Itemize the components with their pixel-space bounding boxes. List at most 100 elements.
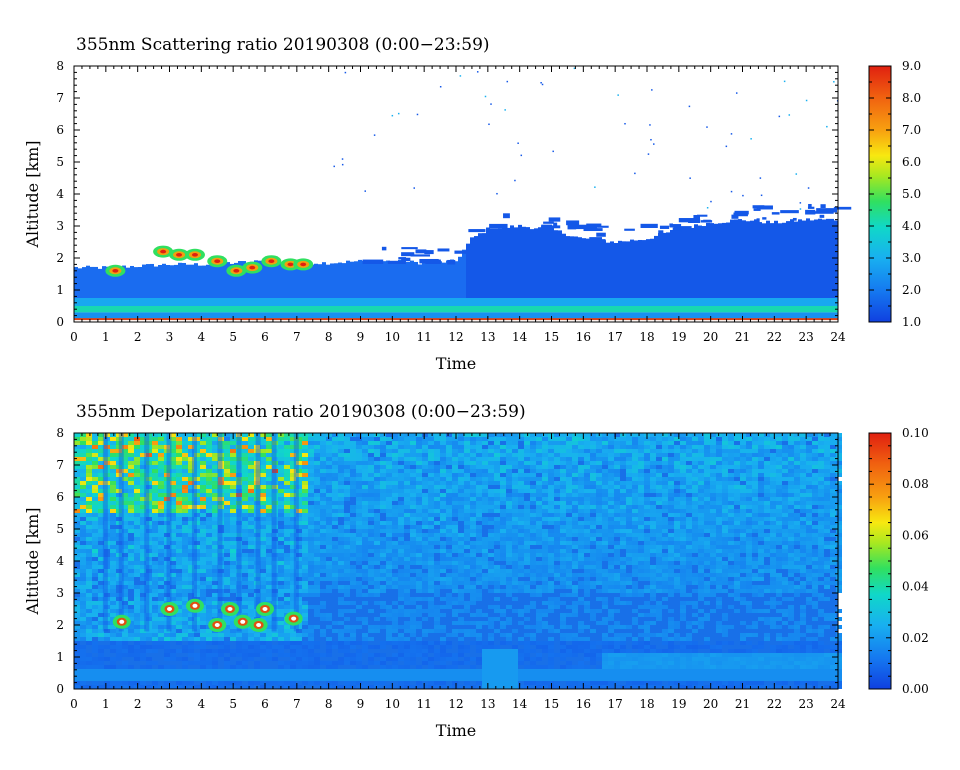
depol-cell — [578, 537, 584, 541]
depol-cell — [536, 481, 542, 485]
aerosol-layer-cell — [602, 298, 606, 306]
depol-cell — [542, 533, 548, 537]
depol-cell — [236, 461, 242, 465]
aerosol-layer-cell — [114, 298, 118, 306]
depol-cell — [494, 525, 500, 529]
depol-cell — [686, 501, 692, 505]
depol-cell — [236, 505, 242, 509]
depol-cell — [536, 537, 542, 541]
depol-cell — [278, 457, 284, 461]
depol-cell — [440, 485, 446, 489]
depol-cell — [608, 445, 614, 449]
depol-cell — [320, 505, 326, 509]
depol-cell — [536, 525, 542, 529]
depol-cell — [236, 473, 242, 477]
depol-cell — [158, 449, 164, 453]
depol-cell — [98, 505, 104, 509]
depol-cell — [272, 517, 278, 521]
depol-cell — [464, 541, 470, 545]
aerosol-layer-cell — [662, 306, 666, 313]
depol-cell — [272, 489, 278, 493]
aerosol-layer-cell — [190, 312, 194, 319]
depol-cell — [434, 505, 440, 509]
aerosol-layer-cell — [666, 306, 670, 313]
depol-cell — [110, 493, 116, 497]
depol-cell — [716, 457, 722, 461]
depol-cell — [326, 533, 332, 537]
depol-cell — [602, 537, 608, 541]
aerosol-layer-cell — [794, 221, 798, 298]
depol-cell — [752, 517, 758, 521]
depol-cell — [338, 489, 344, 493]
depol-cell — [158, 457, 164, 461]
depol-cell — [284, 461, 290, 465]
surface-echo-cell — [810, 318, 814, 321]
depol-cell — [464, 513, 470, 517]
depol-cell — [368, 437, 374, 441]
surface-echo-cell — [170, 318, 174, 321]
depol-cell — [464, 501, 470, 505]
depol-cell — [632, 505, 638, 509]
depol-cell — [296, 441, 302, 445]
depol-cell — [644, 533, 650, 537]
depol-cell — [98, 529, 104, 533]
depol-cell — [824, 473, 830, 477]
depol-cell — [224, 541, 230, 545]
depol-cell — [680, 433, 686, 437]
depol-cell — [290, 485, 296, 489]
depol-cell — [338, 465, 344, 469]
depol-cell — [590, 465, 596, 469]
depol-cell — [116, 497, 122, 501]
surface-echo-cell — [646, 318, 650, 321]
depol-cell — [206, 497, 212, 501]
depol-cell — [266, 529, 272, 533]
aerosol-layer-cell — [390, 298, 394, 306]
depol-cell — [806, 449, 812, 453]
depol-cell — [218, 517, 224, 521]
depol-cell — [326, 441, 332, 445]
depol-cell — [470, 509, 476, 513]
depol-cell — [530, 489, 536, 493]
depol-cell — [716, 529, 722, 533]
aerosol-layer-cell — [106, 312, 110, 319]
depol-cell — [212, 533, 218, 537]
aerosol-layer-cell — [614, 312, 618, 319]
depol-cell — [320, 477, 326, 481]
depol-cell — [608, 517, 614, 521]
surface-echo-cell — [794, 318, 798, 321]
surface-echo-cell — [290, 318, 294, 321]
depol-cell — [626, 529, 632, 533]
depol-cell — [782, 541, 788, 545]
depol-cell — [380, 465, 386, 469]
aerosol-layer-cell — [78, 268, 82, 298]
depol-cell — [524, 509, 530, 513]
depol-cell — [506, 437, 512, 441]
depol-cell — [650, 461, 656, 465]
surface-echo-cell — [578, 318, 582, 321]
depol-cell — [242, 445, 248, 449]
depol-cell — [434, 445, 440, 449]
noise-dot — [506, 80, 509, 83]
depol-cell — [782, 497, 788, 501]
depol-cell — [446, 497, 452, 501]
aerosol-layer-cell — [598, 298, 602, 306]
depol-cell — [698, 485, 704, 489]
depol-cell — [272, 449, 278, 453]
depol-cell — [200, 441, 206, 445]
depol-cell — [104, 485, 110, 489]
depol-cell — [134, 481, 140, 485]
depol-cell — [266, 501, 272, 505]
depol-cell — [506, 521, 512, 525]
depol-cell — [338, 509, 344, 513]
depol-cell — [518, 493, 524, 497]
depol-cell — [626, 469, 632, 473]
depol-cell — [200, 529, 206, 533]
depol-cell — [212, 465, 218, 469]
depol-cell — [344, 513, 350, 517]
depol-cell — [776, 509, 782, 513]
depol-cell — [266, 433, 272, 437]
depol-cell — [284, 533, 290, 537]
aerosol-layer-cell — [546, 298, 550, 306]
aerosol-layer-cell — [498, 306, 502, 313]
aerosol-layer-cell — [318, 312, 322, 319]
